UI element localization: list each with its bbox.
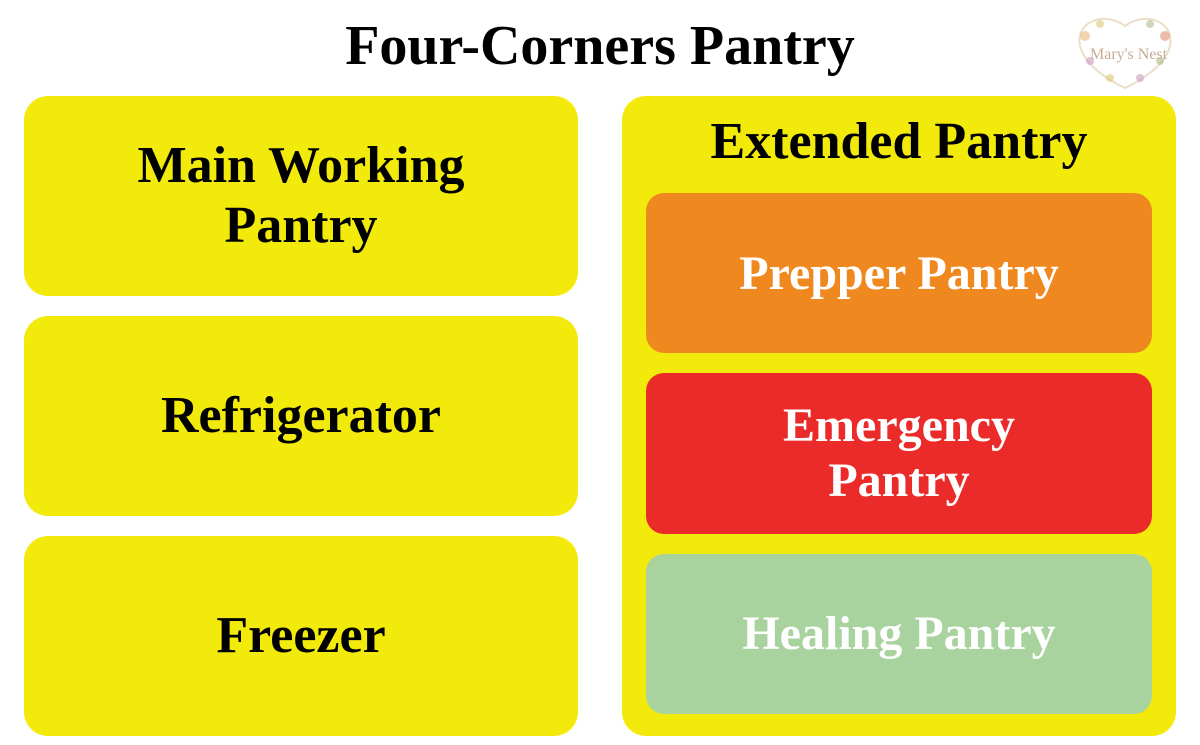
- sub-box-label: EmergencyPantry: [783, 398, 1015, 508]
- watermark-text: Mary's Nest: [1090, 46, 1167, 64]
- content-grid: Main WorkingPantry Refrigerator Freezer …: [0, 96, 1200, 736]
- box-prepper-pantry: Prepper Pantry: [646, 193, 1152, 353]
- sub-boxes-container: Prepper Pantry EmergencyPantry Healing P…: [646, 193, 1152, 714]
- right-column: Extended Pantry Prepper Pantry Emergency…: [622, 96, 1176, 736]
- sub-box-label: Prepper Pantry: [739, 246, 1059, 301]
- box-label: Freezer: [216, 606, 385, 666]
- box-label: Main WorkingPantry: [137, 136, 464, 256]
- extended-header-label: Extended Pantry: [711, 113, 1088, 170]
- box-label: Refrigerator: [161, 386, 441, 446]
- box-emergency-pantry: EmergencyPantry: [646, 373, 1152, 533]
- box-refrigerator: Refrigerator: [24, 316, 578, 516]
- watermark-logo: Mary's Nest: [1060, 6, 1190, 96]
- left-column: Main WorkingPantry Refrigerator Freezer: [24, 96, 578, 736]
- extended-pantry-container: Extended Pantry Prepper Pantry Emergency…: [622, 96, 1176, 736]
- box-main-working-pantry: Main WorkingPantry: [24, 96, 578, 296]
- box-freezer: Freezer: [24, 536, 578, 736]
- page-title: Four-Corners Pantry: [0, 0, 1200, 96]
- sub-box-label: Healing Pantry: [742, 606, 1055, 661]
- extended-pantry-header: Extended Pantry: [646, 112, 1152, 193]
- box-healing-pantry: Healing Pantry: [646, 554, 1152, 714]
